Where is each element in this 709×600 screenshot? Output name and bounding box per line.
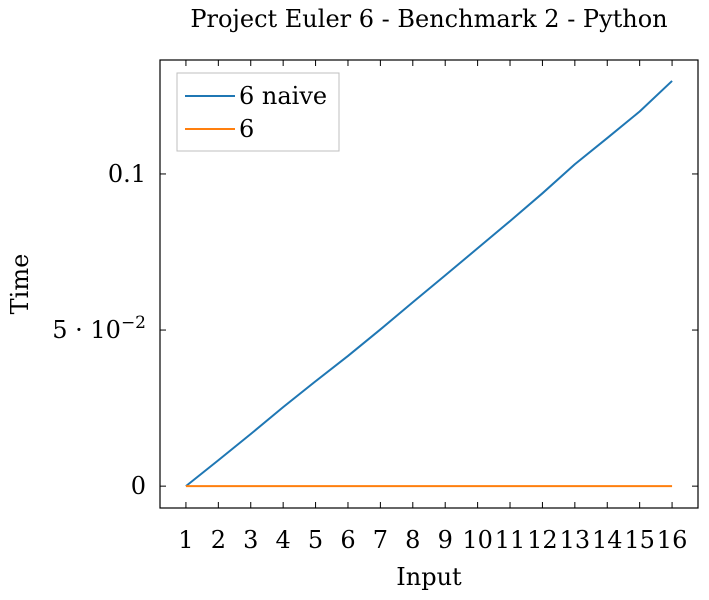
x-tick-label: 9 <box>438 526 453 554</box>
axis-ticks <box>160 60 698 508</box>
plot-frame <box>159 59 699 509</box>
x-tick-label: 8 <box>405 526 420 554</box>
x-tick-label: 11 <box>495 526 526 554</box>
legend-label: 6 naive <box>239 82 327 110</box>
x-tick-label: 6 <box>340 526 355 554</box>
y-tick-label: 0 <box>131 472 146 500</box>
x-tick-label: 4 <box>276 526 291 554</box>
x-tick-label: 13 <box>560 526 591 554</box>
y-axis-label: Time <box>6 254 34 315</box>
x-tick-label: 2 <box>211 526 226 554</box>
series-layer <box>185 80 673 488</box>
x-tick-labels: 1 2 3 4 5 6 7 8 9 10 11 12 13 14 15 16 <box>178 526 687 554</box>
y-tick-label: 5 · 10−2 <box>52 313 146 344</box>
x-tick-label: 16 <box>657 526 688 554</box>
chart-title: Project Euler 6 - Benchmark 2 - Python <box>190 5 667 33</box>
legend: 6 naive 6 <box>176 72 340 152</box>
x-tick-label: 1 <box>178 526 193 554</box>
x-tick-label: 10 <box>462 526 493 554</box>
x-tick-label: 14 <box>592 526 623 554</box>
x-tick-label: 12 <box>527 526 558 554</box>
y-tick-labels: 0 5 · 10−2 0.1 <box>52 160 146 500</box>
legend-box <box>176 72 340 152</box>
x-tick-label: 15 <box>624 526 655 554</box>
x-axis-label: Input <box>396 563 462 591</box>
x-tick-label: 7 <box>373 526 388 554</box>
y-tick-label: 0.1 <box>108 160 146 188</box>
x-tick-label: 5 <box>308 526 323 554</box>
x-tick-label: 3 <box>243 526 258 554</box>
series-line-0 <box>185 80 673 487</box>
legend-label: 6 <box>239 115 254 143</box>
